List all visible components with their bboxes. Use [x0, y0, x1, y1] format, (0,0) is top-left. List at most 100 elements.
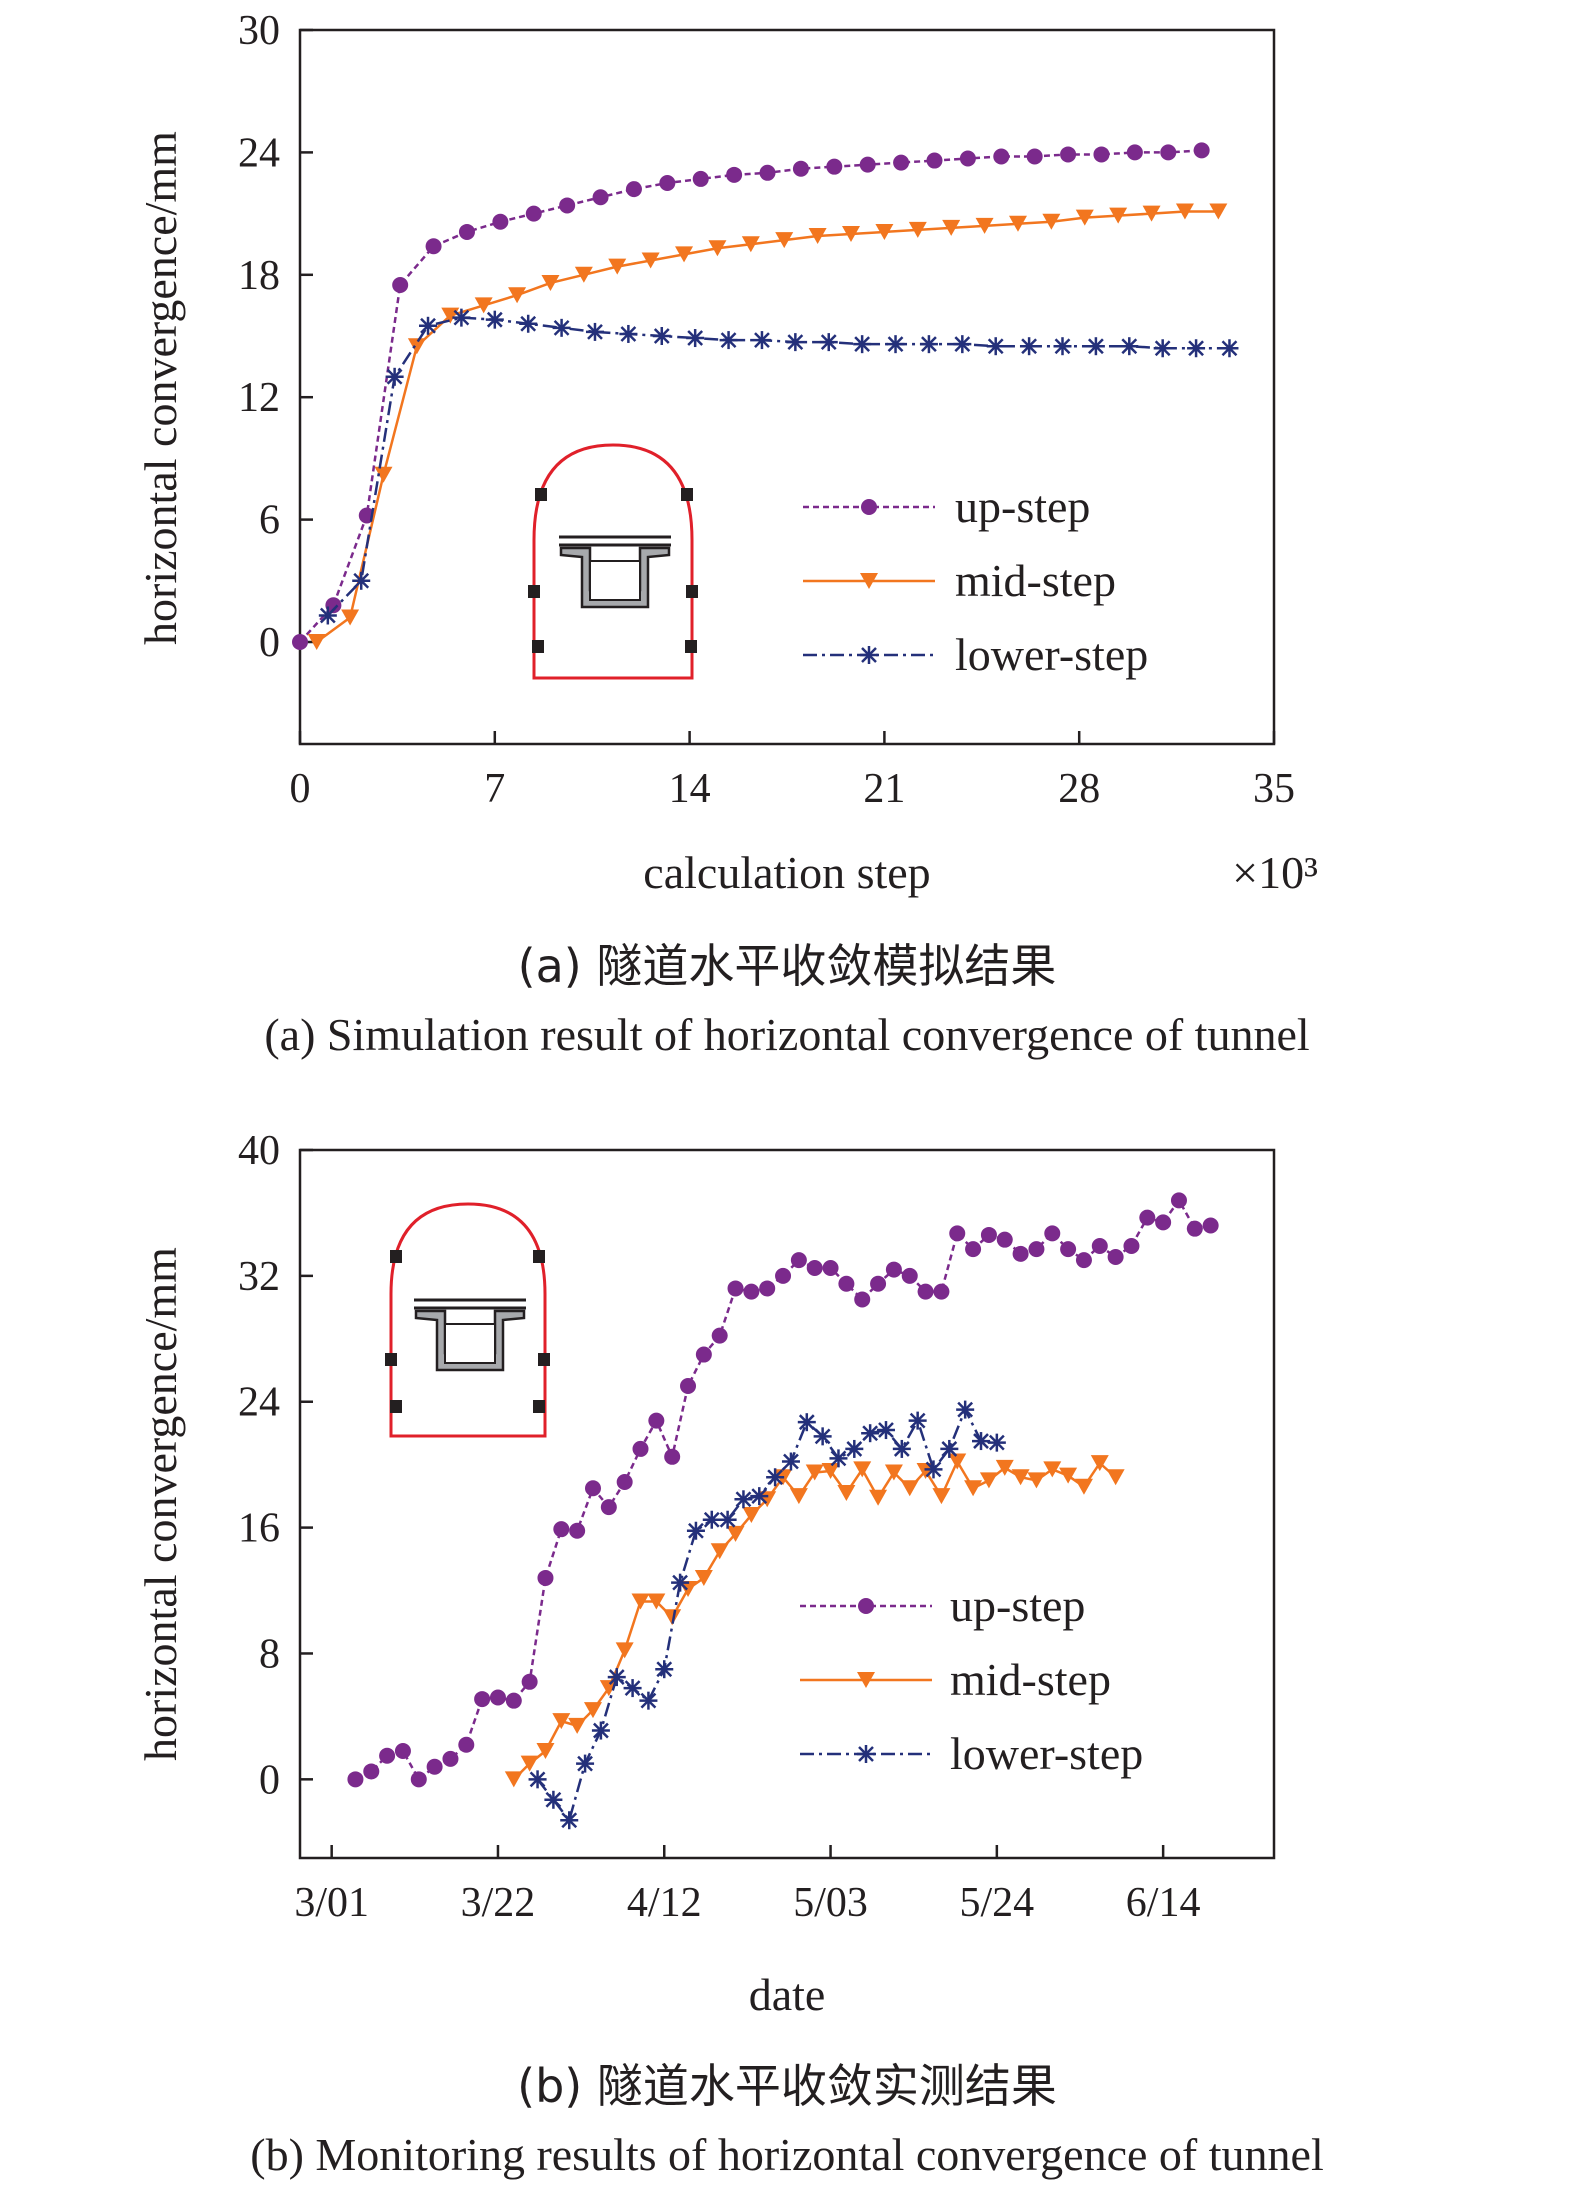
chart-b-legend: up-step mid-step lower-step — [800, 1580, 1143, 1779]
chart-b-tunnel-diagram — [385, 1202, 550, 1438]
chart-a-mid-step-point — [675, 246, 694, 263]
chart-b-up-step-point — [1170, 1192, 1187, 1209]
chart-a-lower-step-point — [485, 310, 504, 329]
chart-b-mid-step-point — [742, 1507, 761, 1524]
chart-b-lower-step-point — [972, 1432, 991, 1451]
chart-b-ytick-label: 8 — [259, 1631, 280, 1677]
legend-up-marker — [858, 1598, 874, 1614]
legend-mid-marker — [857, 1672, 875, 1688]
chart-a-xtick-label: 35 — [1253, 766, 1295, 812]
legend-low-label: lower-step — [955, 629, 1148, 680]
chart-a-up-step-point — [692, 170, 709, 187]
chart-b-lower-step-point — [623, 1679, 642, 1698]
chart-a-legend: up-step mid-step lower-step — [803, 481, 1148, 680]
chart-b-lower-step-point — [876, 1421, 895, 1440]
chart-a-xtick-label: 28 — [1058, 766, 1100, 812]
chart-b-up-step-point — [616, 1473, 633, 1490]
chart-b-up-step-point — [727, 1280, 744, 1297]
chart-a-lower-step-point — [1120, 337, 1139, 356]
chart-a-up-step-point — [525, 205, 542, 222]
chart-b-lower-step-point — [829, 1449, 848, 1468]
chart-b-lower-step-point — [797, 1413, 816, 1432]
legend-up-label: up-step — [950, 1580, 1085, 1631]
chart-a-mid-step-point — [1209, 203, 1228, 220]
chart-b-lower-step-point — [956, 1400, 975, 1419]
legend-low-marker — [860, 646, 878, 664]
chart-a-lower-step-point — [853, 335, 872, 354]
chart-a-lower-step-point — [552, 318, 571, 337]
chart-b-up-step-point — [1091, 1237, 1108, 1254]
chart-b-up-step-point — [743, 1283, 760, 1300]
chart-b-up-step-point — [379, 1747, 396, 1764]
chart-a-ytick-label: 18 — [238, 253, 280, 299]
chart-a-lower-step-point — [1020, 337, 1039, 356]
chart-b-lower-step-point — [671, 1573, 690, 1592]
chart-b-xtick-label: 3/22 — [461, 1880, 536, 1926]
chart-a-up-step-point — [659, 175, 676, 191]
chart-b-plot-frame — [298, 1148, 1276, 1860]
chart-b-mid-step-point — [900, 1480, 919, 1497]
chart-a-lower-step-point — [352, 571, 371, 590]
chart-a-lower-step-point — [652, 327, 671, 345]
chart-b-up-step-point — [489, 1689, 506, 1706]
chart-a-lower-step-point — [986, 337, 1005, 356]
chart-a-lower-step-point — [318, 606, 337, 625]
chart-b-up-step-point — [901, 1267, 918, 1284]
chart-b-mid-step-point — [805, 1464, 824, 1481]
chart-a-ytick-label: 30 — [238, 8, 280, 54]
chart-b-mid-step-point — [694, 1569, 713, 1586]
chart-a-mid-step-point — [908, 221, 927, 238]
caption-b-en: (b) Monitoring results of horizontal con… — [250, 2129, 1323, 2180]
chart-b-mid-step-point — [1090, 1455, 1109, 1472]
chart-a-mid-step-point — [708, 240, 727, 257]
chart-b-xtick-label: 4/12 — [627, 1880, 702, 1926]
chart-b-up-step-point — [1044, 1225, 1061, 1242]
monitor-point — [528, 585, 540, 598]
chart-b-lower-step-point — [940, 1439, 959, 1458]
monitor-point — [533, 1400, 545, 1413]
chart-a-mid-step-point — [1075, 209, 1094, 226]
chart-b-ticks: 0 8 16 24 32 40 3/01 3/22 4/12 5/03 5/24 6/14 — [238, 1128, 1200, 1926]
chart-a-lower-step-point — [519, 314, 538, 333]
chart-a-up-step-point — [893, 154, 910, 171]
chart-b-up-step-point — [933, 1283, 950, 1300]
chart-a-up-step-point — [1160, 144, 1177, 161]
chart-b-up-step-point — [885, 1261, 902, 1278]
chart-a-mid-step-point — [975, 217, 994, 234]
chart-b-up-step-point — [854, 1291, 871, 1308]
chart-a-up-step-point — [392, 277, 409, 293]
chart-b-lower-step-point — [766, 1468, 785, 1487]
chart-b-lower-step-point — [892, 1439, 911, 1458]
caption-a-zh: (a) 隧道水平收敛模拟结果 — [518, 939, 1057, 993]
chart-b-up-step-point — [600, 1499, 617, 1516]
chart-b-xlabel: date — [749, 1969, 826, 2020]
chart-a-mid-step-point — [641, 252, 660, 269]
chart-b-ytick-label: 24 — [238, 1380, 280, 1426]
chart-b-mid-step-point — [520, 1755, 539, 1772]
chart-a-mid-step-point — [808, 228, 827, 245]
chart-b-up-step-point — [949, 1225, 966, 1242]
caption-a-en: (a) Simulation result of horizontal conv… — [264, 1009, 1309, 1060]
chart-a-up-step-point — [492, 213, 509, 230]
chart-b-mid-step-point — [599, 1680, 618, 1697]
chart-a-ytick-label: 0 — [259, 620, 280, 666]
chart-b-up-step-point — [1155, 1214, 1172, 1231]
chart-b-lower-step-point — [544, 1790, 563, 1809]
chart-b-up-step-point — [1202, 1217, 1219, 1234]
chart-b-mid-step-point — [837, 1484, 856, 1501]
chart-b-mid-step-point — [853, 1461, 872, 1478]
chart-b-up-step-point — [648, 1412, 665, 1429]
chart-a-lower-step-point — [752, 331, 771, 350]
chart-a-lower-step-point — [1220, 339, 1239, 358]
chart-a-up-step-point — [1060, 146, 1077, 163]
chart-b-mid-step-point — [663, 1609, 682, 1626]
chart-b-up-step-point — [347, 1771, 364, 1788]
chart-b-ytick-label: 32 — [238, 1254, 280, 1300]
chart-b-up-step-point — [790, 1252, 807, 1269]
chart-b-mid-step-point — [789, 1488, 808, 1505]
chart-b-mid-step-point — [536, 1743, 555, 1760]
chart-a-lower-step-point — [1153, 339, 1172, 358]
chart-a-x-multiplier: ×10³ — [1232, 847, 1318, 898]
chart-b-up-step-point — [505, 1692, 522, 1709]
chart-a-lower-step-point — [1086, 337, 1105, 356]
